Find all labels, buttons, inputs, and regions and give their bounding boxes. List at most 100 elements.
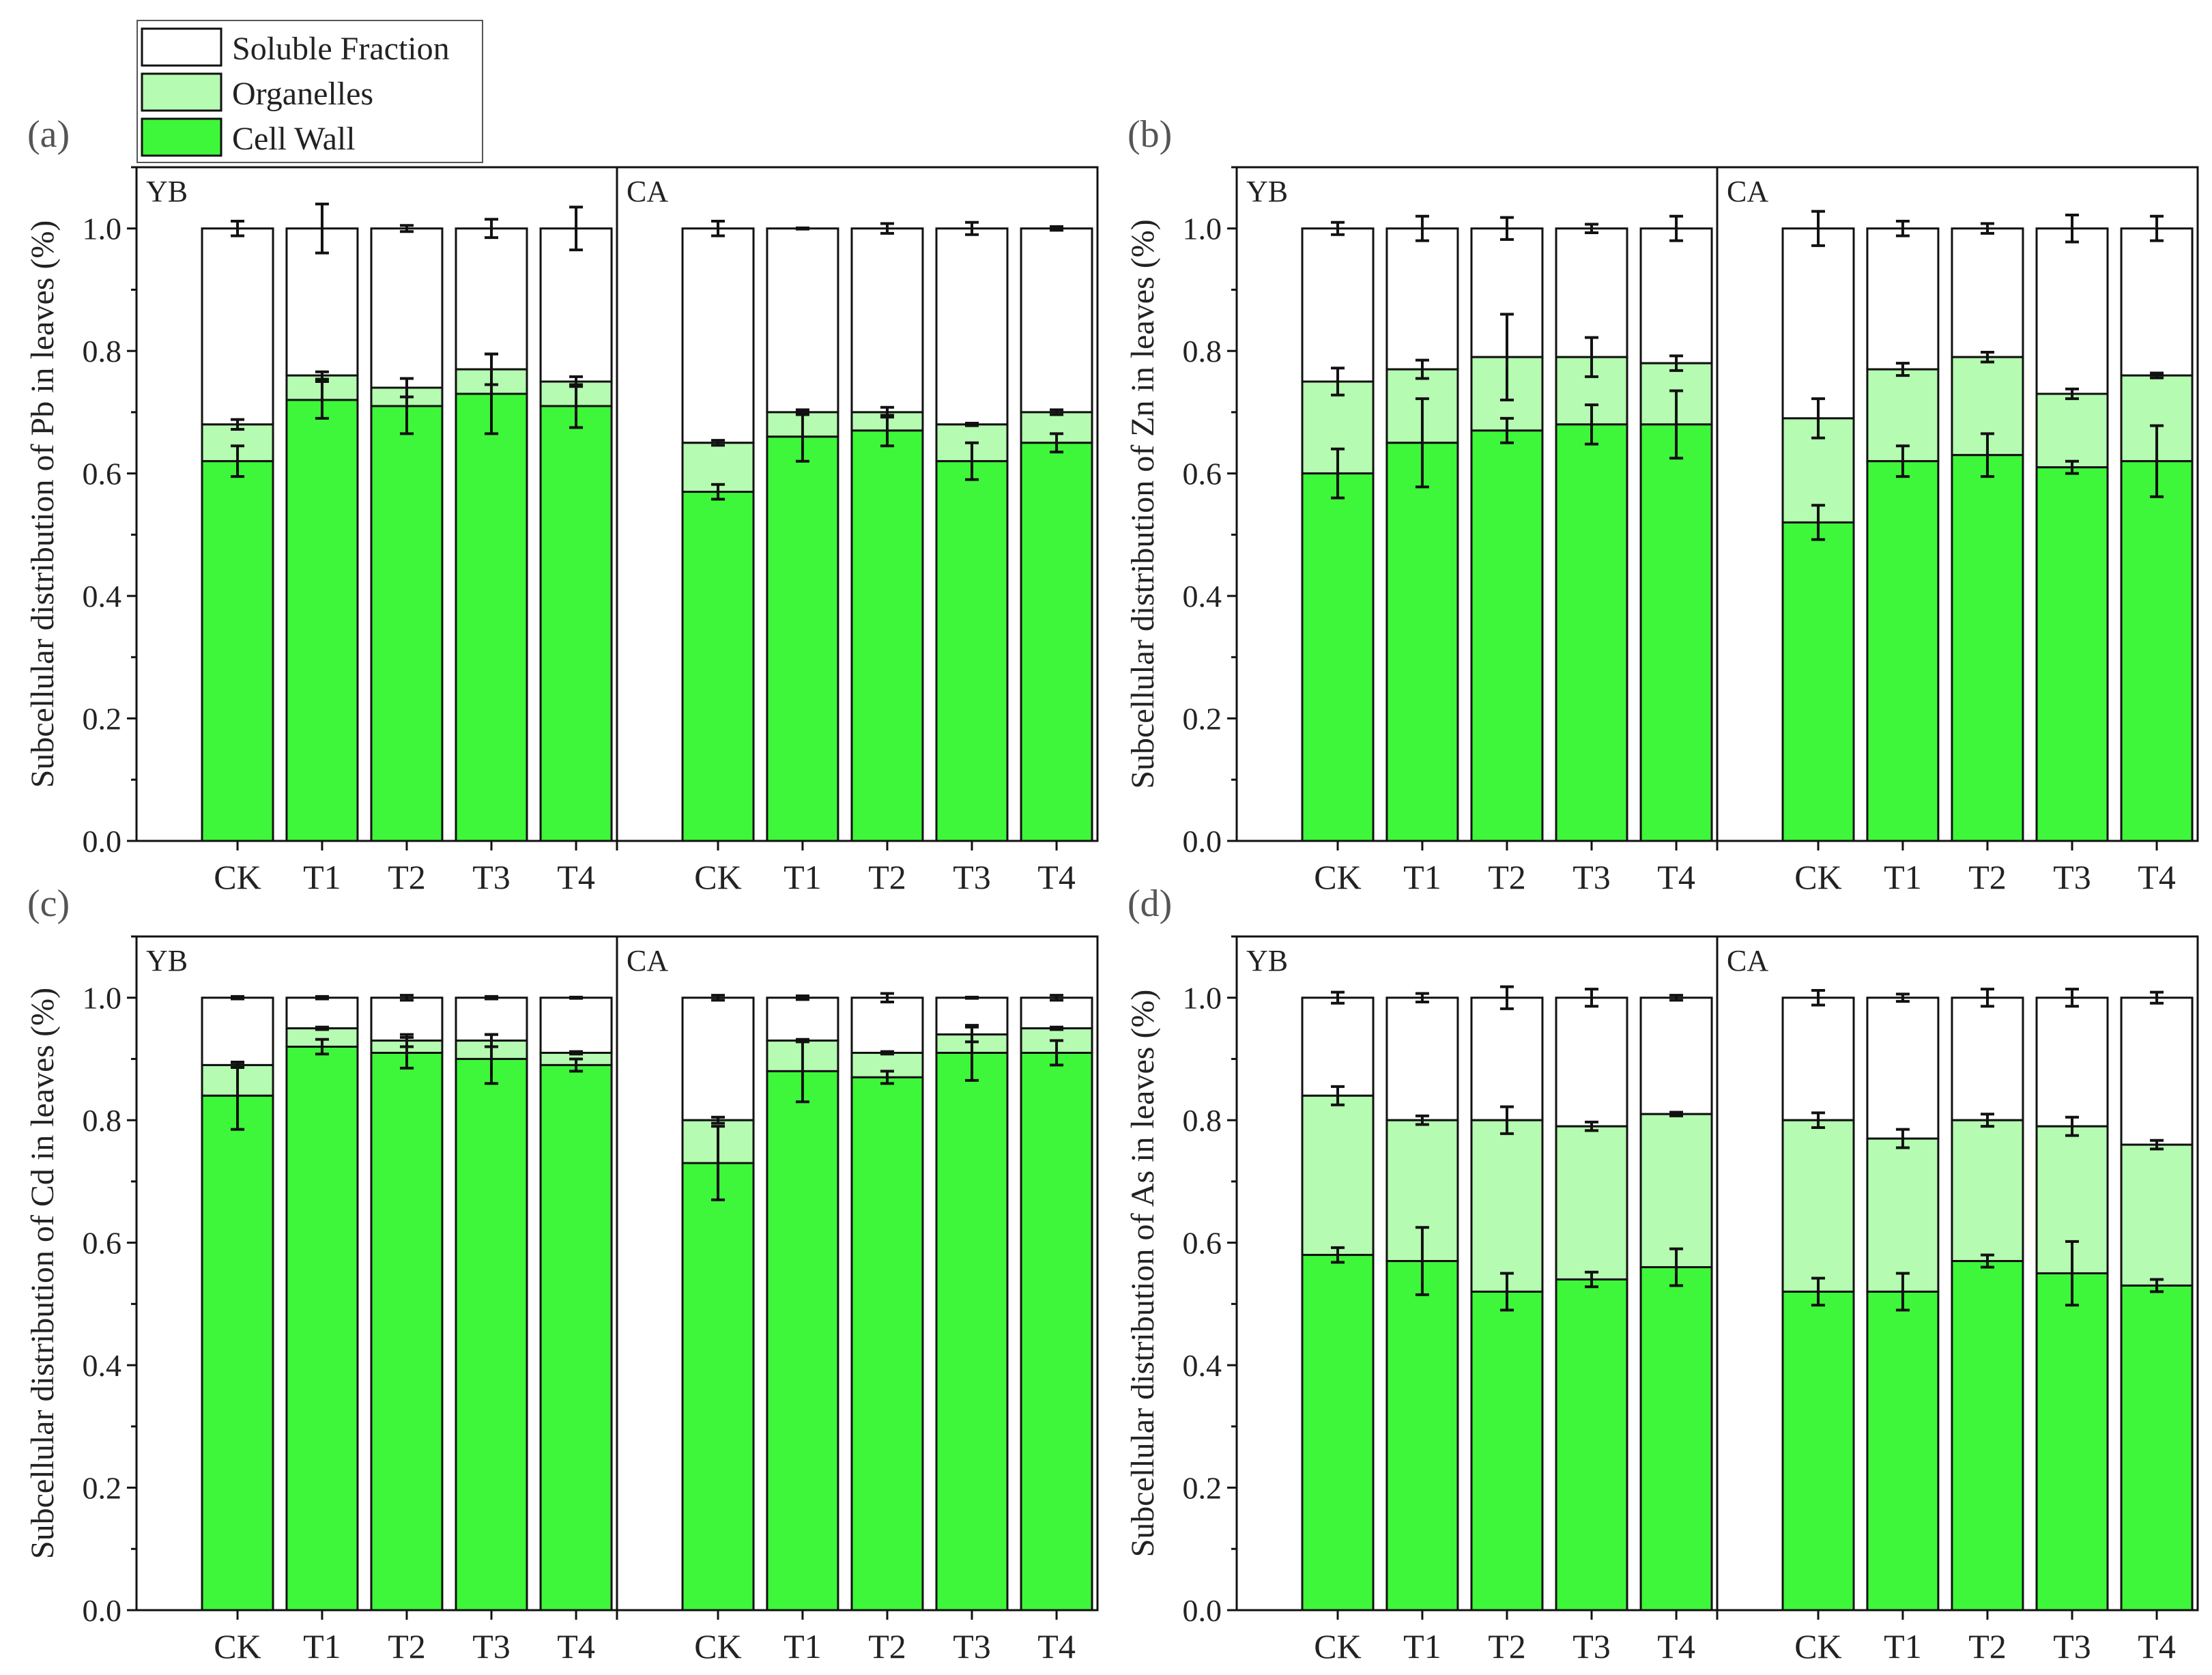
x-tick-label: T3: [2053, 858, 2091, 896]
error-bar-soluble: [1669, 994, 1684, 1002]
panel-a: (a) Subcellular distribution of Pb in lea…: [25, 113, 1099, 896]
bar-stack: [201, 994, 274, 1612]
y-axis-title: Subcellular distribution of Cd in leaves…: [25, 988, 61, 1559]
panel-letter: (a): [27, 113, 70, 156]
y-tick-label: 0.2: [83, 1471, 122, 1506]
bar-stack: [285, 202, 359, 842]
bar-stack: [2035, 988, 2109, 1612]
error-bar-organelles: [1811, 397, 1826, 440]
error-bar-soluble: [1415, 992, 1429, 1004]
error-bar-organelles: [1585, 336, 1599, 378]
error-bar-organelles: [2150, 1139, 2164, 1151]
error-bar-cellwall: [569, 1057, 584, 1073]
bar-stack: [285, 994, 359, 1612]
x-tick-label: T1: [303, 1627, 341, 1665]
error-bar-cellwall: [880, 414, 894, 448]
x-tick-label: CK: [1794, 858, 1841, 896]
bar-stack: [1020, 994, 1093, 1612]
x-tick-label: T4: [2138, 858, 2176, 896]
error-bar-soluble: [315, 994, 329, 1001]
error-bar-cellwall: [2065, 1240, 2080, 1307]
bar-stack: [1301, 220, 1375, 842]
y-tick-label: 1.0: [83, 212, 122, 246]
error-bar-soluble: [711, 219, 726, 238]
x-tick-label: T1: [1403, 858, 1441, 896]
y-tick-label: 0.0: [1183, 1593, 1222, 1628]
error-bar-soluble: [965, 220, 979, 236]
x-tick-label: T3: [472, 1627, 511, 1665]
bar-segment-cellwall: [370, 405, 444, 842]
bar-segment-soluble: [766, 997, 839, 1042]
bar-segment-soluble: [370, 227, 444, 389]
error-bar-soluble: [485, 994, 499, 1001]
error-bar-soluble: [1980, 222, 1994, 235]
error-bar-soluble: [2065, 988, 2080, 1008]
bar-stack: [1866, 992, 1940, 1612]
legend-swatch-soluble: [141, 27, 222, 67]
group-yb: YB CK T1 T2 T3 T4: [146, 944, 613, 1665]
error-bar-organelles: [1331, 1085, 1345, 1106]
y-tick-label: 1.0: [83, 981, 122, 1016]
error-bar-cellwall: [399, 377, 414, 435]
bar-stack: [766, 226, 839, 842]
error-bar-cellwall: [1980, 432, 1994, 478]
y-tick-label: 0.2: [1183, 1471, 1222, 1506]
bar-segment-soluble: [681, 227, 755, 444]
error-bar-cellwall: [965, 441, 979, 481]
error-bar-organelles: [569, 1050, 584, 1056]
bar-stack: [1951, 222, 2024, 842]
y-tick-label: 0.8: [1183, 334, 1222, 369]
error-bar-organelles: [1811, 1111, 1826, 1129]
x-tick-label: CK: [214, 1627, 261, 1665]
bar-segment-cellwall: [201, 460, 274, 842]
group-label: YB: [1246, 175, 1288, 208]
error-bar-cellwall: [711, 483, 726, 501]
bar-segment-organelles: [1639, 1113, 1713, 1269]
error-bar-cellwall: [231, 444, 245, 478]
bar-segment-cellwall: [1781, 521, 1855, 842]
bar-segment-organelles: [285, 1027, 359, 1048]
error-bar-soluble: [880, 222, 894, 235]
error-bar-soluble: [880, 992, 894, 1004]
error-bar-organelles: [315, 1025, 329, 1031]
bar-segment-organelles: [2120, 1143, 2194, 1287]
bar-segment-cellwall: [2035, 1272, 2109, 1612]
bar-segment-cellwall: [1301, 472, 1375, 842]
error-bar-soluble: [1499, 216, 1514, 241]
bar-segment-soluble: [766, 227, 839, 414]
bar-segment-cellwall: [1555, 1278, 1628, 1612]
bar-stack: [1781, 988, 1855, 1612]
legend-label-soluble: Soluble Fraction: [232, 31, 450, 67]
x-tick-label: T1: [1403, 1627, 1441, 1665]
bar-segment-cellwall: [1866, 460, 1940, 842]
error-bar-soluble: [231, 219, 245, 238]
bar-stack: [1781, 210, 1855, 842]
bar-stack: [935, 995, 1009, 1612]
x-tick-label: T3: [953, 1627, 991, 1665]
x-tick-label: T2: [388, 858, 426, 896]
y-tick-label: 0.0: [83, 824, 122, 859]
error-bar-cellwall: [1499, 1272, 1514, 1312]
bar-segment-organelles: [1866, 1137, 1940, 1293]
bar-segment-soluble: [2035, 997, 2109, 1128]
error-bar-cellwall: [485, 352, 499, 435]
error-bar-soluble: [1980, 988, 1994, 1008]
bar-stack: [681, 994, 755, 1612]
y-tick-label: 1.0: [1183, 981, 1222, 1016]
bar-segment-soluble: [1781, 227, 1855, 420]
y-tick-label: 0.8: [83, 334, 122, 369]
error-bar-cellwall: [711, 1125, 726, 1201]
bar-segment-cellwall: [1639, 423, 1713, 842]
legend: Soluble Fraction Organelles Cell Wall: [137, 20, 483, 163]
x-tick-label: T2: [1488, 1627, 1526, 1665]
error-bar-soluble: [965, 995, 979, 1000]
bar-segment-soluble: [1020, 997, 1093, 1030]
error-bar-organelles: [1050, 408, 1064, 416]
group-ca: CA CK T1 T2 T3 T4: [1727, 175, 2194, 896]
error-bar-soluble: [795, 994, 809, 1001]
x-tick-label: T2: [1488, 858, 1526, 896]
bar-stack: [850, 992, 924, 1612]
x-tick-label: T2: [388, 1627, 426, 1665]
panel-letter: (b): [1127, 113, 1172, 156]
